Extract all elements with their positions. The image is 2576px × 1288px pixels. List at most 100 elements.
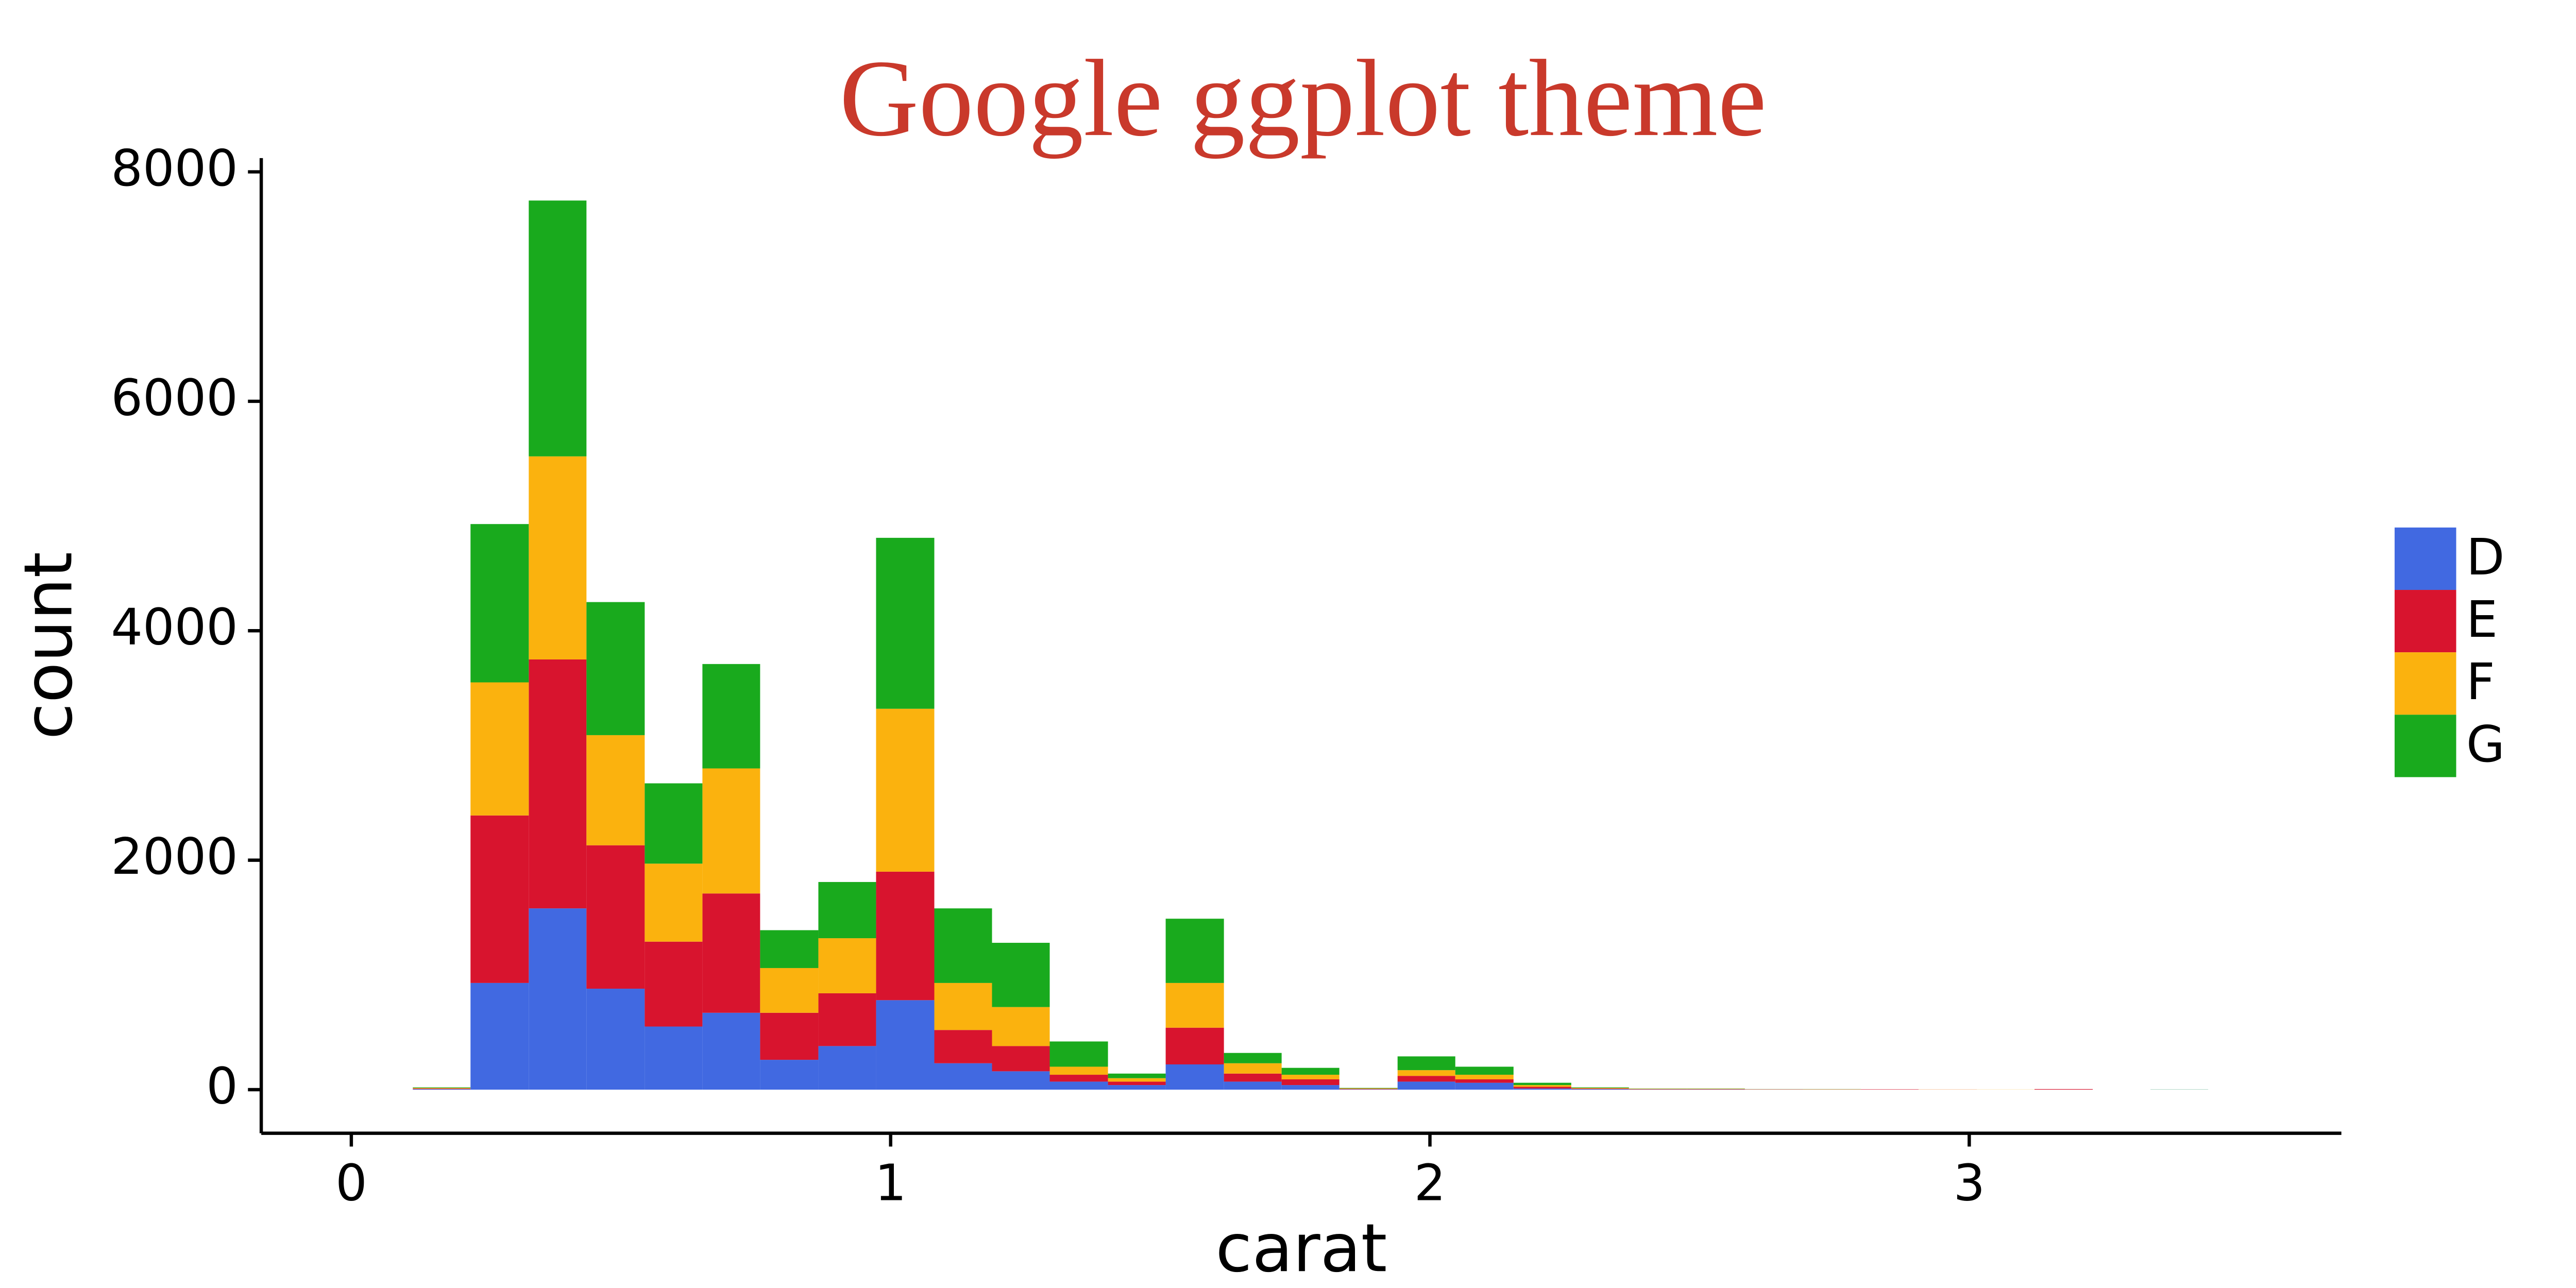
x-tick-label: 1 (875, 1154, 907, 1212)
bar-segment (413, 1089, 471, 1090)
bar-segment (586, 989, 645, 1090)
bar-segment (1397, 1056, 1455, 1071)
bar-segment (702, 1012, 760, 1090)
bar-segment (992, 1046, 1050, 1072)
y-axis-title: count (10, 552, 87, 739)
x-axis-title: carat (1215, 1210, 1387, 1287)
bar-segment (2034, 1089, 2093, 1090)
legend-label: E (2466, 590, 2498, 649)
bar-segment (1397, 1070, 1455, 1076)
bar-segment (760, 1060, 819, 1090)
x-tick-label: 2 (1414, 1154, 1446, 1212)
bar-segment (1571, 1089, 1629, 1090)
bar-segment (1687, 1089, 1745, 1090)
bar-segment (760, 968, 819, 1013)
legend-key (2394, 527, 2456, 590)
bar-segment (876, 871, 935, 1001)
y-tick-label: 6000 (111, 368, 238, 427)
bar-segment (1281, 1079, 1340, 1086)
bar-segment (1108, 1073, 1166, 1078)
bar-segment (645, 783, 703, 864)
bar-segment (645, 1026, 703, 1090)
bar-segment (1513, 1088, 1571, 1090)
bar-segment (702, 664, 760, 769)
bar-segment (818, 993, 876, 1046)
bar-segment (818, 882, 876, 939)
bar-segment (934, 982, 992, 1030)
chart-title: Google ggplot theme (839, 38, 1767, 159)
bar-segment (529, 908, 587, 1090)
bar-segment (992, 1071, 1050, 1090)
x-tick-label: 0 (335, 1154, 367, 1212)
bar-segment (1513, 1087, 1571, 1089)
bar-segment (1224, 1081, 1282, 1090)
bar-segment (1397, 1081, 1455, 1090)
legend-key (2394, 652, 2456, 715)
bar-segment (702, 768, 760, 894)
bar-segment (1165, 1064, 1224, 1090)
bar-segment (760, 1012, 819, 1060)
y-tick-label: 8000 (111, 139, 238, 197)
bar-segment (413, 1088, 471, 1089)
bar-segment (1629, 1089, 1687, 1090)
bar-segment (818, 938, 876, 993)
bar-segment (1108, 1078, 1166, 1082)
bar-segment (470, 982, 529, 1090)
x-tick-label: 3 (1953, 1154, 1985, 1212)
bar-segment (1339, 1088, 1398, 1089)
bar-segment (1224, 1073, 1282, 1082)
bar-segment (1571, 1088, 1629, 1089)
bar-segment (760, 930, 819, 968)
bar-segment (1397, 1076, 1455, 1082)
bar-segment (818, 1046, 876, 1090)
bar-segment (876, 1000, 935, 1090)
bar-segment (529, 200, 587, 456)
bar-segment (934, 1030, 992, 1063)
bar-segment (992, 942, 1050, 1007)
bar-segment (1513, 1082, 1571, 1086)
y-tick-label: 0 (206, 1057, 238, 1115)
bar-segment (1281, 1075, 1340, 1079)
bar-segment (1165, 982, 1224, 1028)
bar-segment (1860, 1089, 1919, 1090)
bar-segment (1165, 919, 1224, 983)
bar-segment (1108, 1085, 1166, 1090)
legend-label: D (2466, 528, 2505, 586)
bar-segment (1049, 1066, 1108, 1075)
y-tick-label: 2000 (111, 827, 238, 886)
bar-segment (702, 893, 760, 1013)
bar-segment (470, 682, 529, 816)
bar-segment (934, 1063, 992, 1090)
bar-segment (645, 863, 703, 942)
bar-segment (1455, 1075, 1514, 1079)
bar-segment (1108, 1081, 1166, 1086)
legend-key (2394, 590, 2456, 653)
bar-segment (1281, 1067, 1340, 1075)
bar-segment (1224, 1063, 1282, 1074)
y-tick-label: 4000 (111, 598, 238, 656)
bar-segment (876, 537, 935, 709)
bar-segment (1049, 1081, 1108, 1090)
bar-segment (529, 659, 587, 909)
bar-segment (1165, 1027, 1224, 1065)
bar-segment (1513, 1085, 1571, 1087)
legend-label: G (2466, 715, 2505, 773)
bar-segment (876, 708, 935, 872)
bar-segment (1455, 1066, 1514, 1075)
bar-segment (645, 941, 703, 1027)
bar-segment (992, 1007, 1050, 1046)
bar-segment (470, 815, 529, 983)
bar-segment (586, 845, 645, 989)
bar-segment (1049, 1075, 1108, 1082)
bar-segment (529, 456, 587, 659)
legend-key (2394, 715, 2456, 777)
bar-segment (586, 735, 645, 845)
bar-segment (470, 524, 529, 683)
bar-segment (1339, 1089, 1398, 1090)
bar-segment (1455, 1082, 1514, 1090)
bar-segment (934, 908, 992, 983)
bar-segment (1281, 1085, 1340, 1090)
bar-segment (1455, 1079, 1514, 1083)
